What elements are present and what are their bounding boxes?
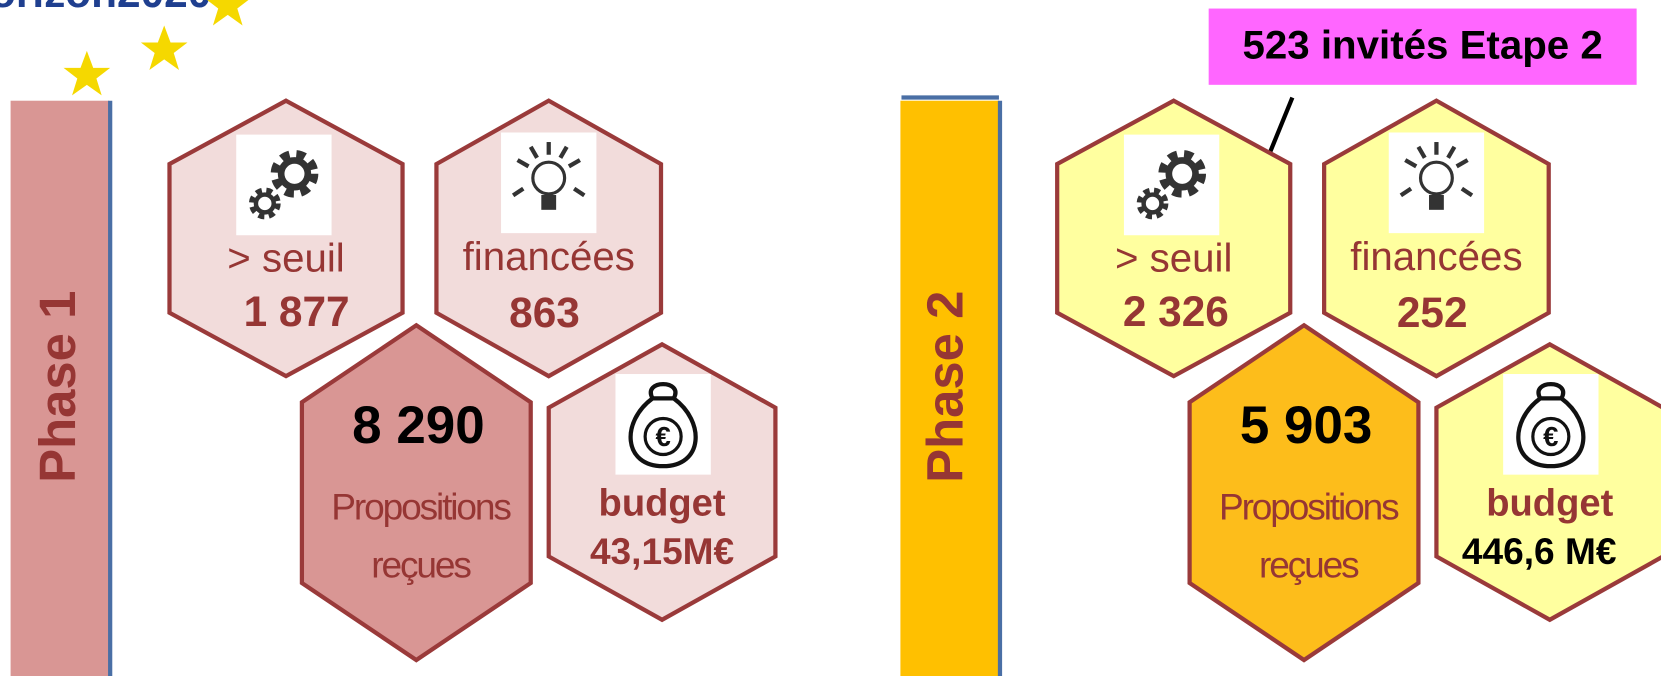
- phase-bar: [900, 100, 999, 676]
- euro-sign: €: [1543, 421, 1558, 452]
- bag-top: [648, 381, 678, 400]
- money-bag: [628, 396, 698, 469]
- phase-label: Phase 2: [917, 291, 974, 483]
- hexagon: [299, 322, 533, 663]
- bulb-base: [541, 194, 557, 210]
- budget-value: 43,15M€: [590, 530, 734, 572]
- euro-circle: [643, 416, 683, 457]
- bulb: [531, 160, 567, 196]
- seuil-label: > seuil: [1115, 235, 1232, 280]
- budget-label: budget: [1486, 481, 1613, 524]
- proposals-label: reçues: [371, 544, 471, 586]
- bulb-ray: [1399, 186, 1413, 198]
- hexagon: [1322, 98, 1551, 379]
- gear: [248, 187, 281, 220]
- proposals-label: reçues: [1259, 544, 1359, 586]
- hexagon: [1187, 322, 1421, 663]
- hexagon: [1055, 98, 1293, 379]
- bulb-ray: [567, 158, 581, 169]
- gear: [270, 149, 319, 198]
- seuil-label: > seuil: [227, 235, 344, 280]
- gear: [253, 192, 276, 215]
- star: [140, 25, 188, 70]
- phase-bar: [10, 100, 110, 676]
- star: [207, 0, 249, 26]
- star: [63, 50, 111, 96]
- bulb-ray: [528, 145, 539, 159]
- bulb-ray: [1416, 145, 1427, 159]
- hexagon: [546, 341, 778, 623]
- proposals-value: 5 903: [1240, 396, 1373, 455]
- bag-top: [1536, 381, 1566, 400]
- proposals-value: 8 290: [352, 396, 485, 455]
- hexagon: [434, 98, 664, 379]
- funded-value: 863: [509, 289, 580, 336]
- bulb-ray: [1460, 186, 1474, 198]
- bulb-ray: [572, 186, 586, 198]
- gear: [277, 157, 312, 191]
- bulb-ray: [558, 145, 569, 159]
- bulb-ray: [516, 158, 530, 169]
- bulb-ray: [1404, 158, 1418, 169]
- callout-box: [1208, 8, 1637, 85]
- hexagon: [1434, 341, 1661, 623]
- hexagon: [167, 98, 405, 379]
- logo: orizon2020: [0, 0, 211, 16]
- funded-label: financées: [1350, 234, 1522, 279]
- budget-label: budget: [599, 481, 726, 524]
- bulb-base: [1429, 194, 1444, 210]
- gear: [1141, 192, 1164, 215]
- gear: [1165, 157, 1199, 191]
- gear: [1136, 187, 1169, 220]
- funded-label: financées: [463, 234, 635, 279]
- funded-value: 252: [1397, 289, 1468, 336]
- money-bag: [1516, 396, 1586, 469]
- bulb: [1418, 160, 1454, 196]
- seuil-value: 2 326: [1123, 288, 1229, 335]
- bulb-ray: [1446, 145, 1457, 159]
- bulb-ray: [1455, 158, 1469, 169]
- seuil-value: 1 877: [244, 288, 350, 335]
- phase-label: Phase 1: [29, 291, 86, 483]
- bulb-ray: [511, 186, 525, 198]
- callout-text: 523 invités Etape 2: [1243, 22, 1603, 67]
- gear: [1158, 149, 1207, 198]
- proposals-label: Propositions: [331, 485, 511, 527]
- proposals-label: Propositions: [1219, 485, 1399, 527]
- euro-sign: €: [655, 421, 670, 452]
- budget-value: 446,6 M€: [1462, 530, 1617, 572]
- euro-circle: [1531, 416, 1571, 457]
